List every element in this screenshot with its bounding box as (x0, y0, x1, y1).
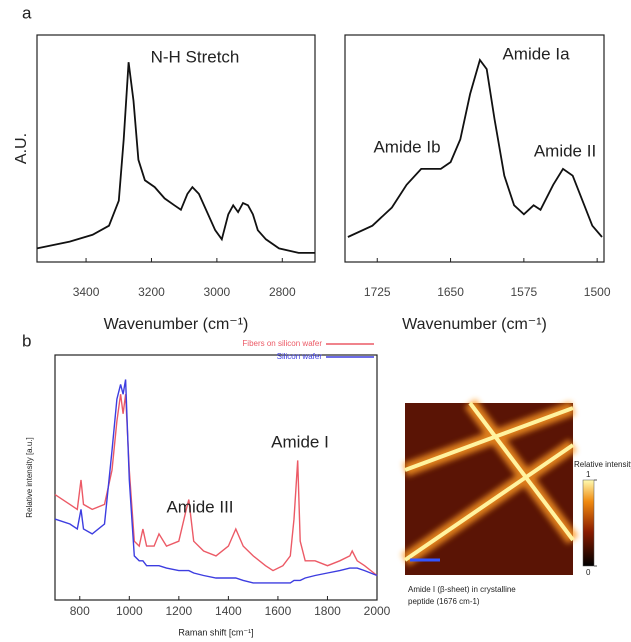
annotation: N-H Stretch (151, 47, 240, 66)
x-tick-label: 3400 (73, 285, 100, 299)
x-tick-label: 3200 (138, 285, 165, 299)
raman-map (405, 403, 594, 575)
figure: 3400 3200 3000 2800 Wavenumber (cm⁻¹) A.U. a N-… (0, 0, 631, 642)
y-axis-label: Relative intensity [a.u.] (25, 437, 34, 517)
x-tick-label: 1000 (116, 604, 143, 618)
x-tick-label: 1650 (437, 285, 464, 299)
plot-frame (55, 355, 377, 600)
annotation: Amide I (271, 432, 329, 451)
x-tick-label: 3000 (204, 285, 231, 299)
x-tick-label: 1400 (215, 604, 242, 618)
x-tick-label: 2000 (364, 604, 391, 618)
annotation: Amide Ia (502, 44, 570, 63)
series-line (55, 394, 377, 575)
x-tick-label: 1500 (584, 285, 611, 299)
colorbar-tick-label: 0 (586, 568, 591, 577)
x-tick-label: 1800 (314, 604, 341, 618)
plot-frame (37, 35, 315, 262)
x-tick-label: 1200 (165, 604, 192, 618)
panel-label: a (22, 3, 32, 22)
colorbar (583, 480, 594, 566)
annotation: Amide II (534, 141, 596, 160)
x-tick-label: 1600 (265, 604, 292, 618)
x-tick-label: 2800 (269, 285, 296, 299)
caption: peptide (1676 cm-1) (408, 597, 480, 606)
panel-label: b (22, 331, 31, 350)
annotation: Amide Ib (373, 137, 440, 156)
caption: Amide I (β-sheet) in crystalline (408, 585, 516, 594)
x-axis-label: Wavenumber (cm⁻¹) (402, 316, 547, 333)
x-axis-label: Wavenumber (cm⁻¹) (104, 316, 249, 333)
annotation: Amide III (166, 497, 233, 516)
x-tick-label: 1575 (511, 285, 538, 299)
x-tick-label: 1725 (364, 285, 391, 299)
y-axis-label: A.U. (13, 133, 30, 164)
x-axis-label: Raman shift [cm⁻¹] (178, 627, 253, 637)
series-line (37, 62, 315, 253)
legend-label: Silicon wafer (277, 352, 323, 361)
x-tick-label: 800 (70, 604, 90, 618)
series-line (55, 380, 377, 583)
colorbar-label: Relative intensity (574, 460, 631, 469)
legend-label: Fibers on silicon wafer (242, 339, 322, 348)
colorbar-tick-label: 1 (586, 470, 591, 479)
